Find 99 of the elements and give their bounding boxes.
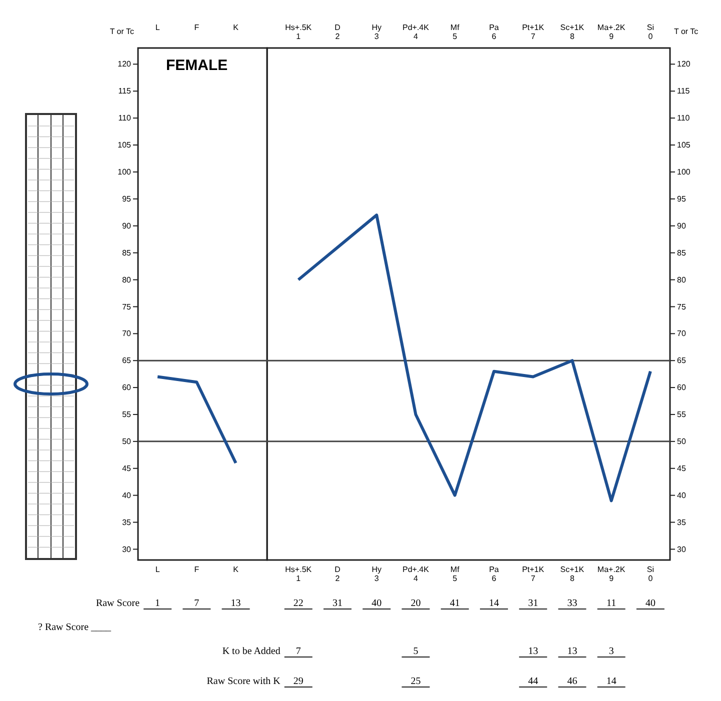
- x-tick-label: Mf 5: [450, 565, 460, 583]
- category-label: Sc+1K 8: [560, 23, 584, 41]
- text: 13: [567, 646, 578, 657]
- text: 7: [296, 646, 301, 657]
- category-label: D 2: [334, 23, 340, 41]
- x-tick-label: Pa 6: [489, 565, 500, 583]
- text: 1: [155, 598, 160, 609]
- y-tick-label: 50: [122, 436, 132, 446]
- y-axis-title: T or Tc: [110, 27, 134, 36]
- category-label: F: [194, 23, 200, 32]
- y2-tick-label: 95: [677, 194, 686, 204]
- text: 22: [293, 598, 304, 609]
- category-label: Pd+.4K 4: [402, 23, 429, 41]
- text: 11: [606, 598, 616, 609]
- text: 3: [608, 646, 614, 657]
- text: 25: [410, 676, 421, 687]
- y2-tick-label: 120: [677, 60, 691, 69]
- y-tick-label: 60: [122, 383, 132, 392]
- text: 14: [488, 598, 499, 609]
- y-tick-label: 70: [122, 329, 132, 338]
- y-tick-label: 110: [118, 114, 132, 123]
- text: 5: [452, 32, 458, 41]
- y2-axis-title: T or Tc: [674, 27, 698, 36]
- x-tick-label: Ma+.2K 9: [597, 565, 626, 583]
- category-label: Ma+.2K 9: [597, 23, 626, 41]
- text: 29: [293, 676, 304, 687]
- y2-tick-label: 55: [677, 410, 686, 420]
- annotation: FEMALE: [166, 57, 228, 74]
- y2-tick-label: 45: [677, 464, 686, 473]
- text: 31: [528, 598, 538, 609]
- category-label: L: [155, 23, 160, 32]
- text: 44: [528, 676, 538, 687]
- category-label: Hs+.5K: [285, 23, 312, 32]
- y-tick-label: 115: [118, 86, 132, 96]
- y-tick-label: 85: [122, 248, 132, 258]
- y-tick-label: 105: [118, 140, 132, 150]
- text: 31: [332, 598, 342, 609]
- y2-tick-label: 80: [677, 275, 686, 284]
- category-label: Mf: [450, 23, 460, 32]
- y-tick-label: 80: [122, 275, 132, 284]
- y-tick-label: 40: [122, 490, 132, 500]
- y2-tick-label: 105: [677, 140, 691, 150]
- x-tick-label: Sc+1K 8: [560, 565, 585, 583]
- y-tick-label: 45: [122, 464, 132, 473]
- text: 41: [450, 598, 460, 609]
- text: 20: [410, 598, 421, 609]
- y2-tick-label: 65: [677, 356, 686, 366]
- y2-tick-label: 60: [677, 383, 686, 392]
- text: 33: [567, 598, 578, 609]
- text: 40: [645, 598, 656, 609]
- category-label: Si 0: [646, 23, 654, 41]
- y2-tick-label: 35: [677, 518, 686, 527]
- text: 1: [296, 32, 302, 41]
- y-tick-label: 100: [118, 168, 132, 177]
- text: 5: [413, 646, 418, 657]
- x-tick-label: Hs+.5K 1: [285, 565, 312, 583]
- text: Raw Score: [96, 598, 140, 609]
- y2-tick-label: 100: [677, 168, 691, 177]
- text: Raw Score with K: [206, 676, 282, 687]
- text: 14: [606, 676, 616, 687]
- x-tick-label: Pt+1K 7: [522, 565, 545, 583]
- text: 46: [567, 676, 578, 687]
- text: ? Raw Score ____: [38, 622, 112, 633]
- y2-tick-label: 40: [677, 490, 686, 500]
- y-tick-label: 120: [118, 60, 132, 69]
- y2-tick-label: 110: [677, 114, 690, 123]
- x-tick-label: L: [155, 565, 160, 574]
- category-label: Hy: [372, 23, 382, 32]
- y2-tick-label: 90: [677, 221, 686, 230]
- category-label: Pa 6: [489, 23, 499, 41]
- y-tick-label: 95: [122, 194, 132, 204]
- y-tick-label: 65: [122, 356, 132, 366]
- y-tick-label: 75: [122, 302, 132, 312]
- x-tick-label: Pd+.4K 4: [402, 565, 430, 583]
- x-tick-label: K: [233, 565, 240, 574]
- category-label: Pt+1K: [522, 23, 544, 32]
- y2-tick-label: 115: [677, 86, 690, 96]
- y-tick-label: 55: [122, 410, 132, 420]
- x-tick-label: D 2: [334, 565, 341, 583]
- y-tick-label: 35: [122, 518, 132, 527]
- text: 40: [372, 598, 382, 609]
- y-tick-label: 30: [122, 544, 132, 554]
- y2-tick-label: 70: [677, 329, 686, 338]
- category-label: K: [233, 23, 238, 32]
- y2-tick-label: 30: [677, 544, 686, 554]
- y2-tick-label: 50: [677, 436, 686, 446]
- x-tick-label: F: [194, 565, 200, 574]
- text: 3: [374, 32, 380, 41]
- text: 13: [528, 646, 538, 657]
- x-tick-label: Si 0: [646, 565, 654, 583]
- text: 7: [530, 32, 536, 41]
- text: 13: [230, 598, 241, 609]
- y2-tick-label: 85: [677, 248, 686, 258]
- x-tick-label: Hy 3: [372, 565, 382, 583]
- y-tick-label: 90: [122, 221, 132, 230]
- text: K to be Added: [222, 646, 280, 657]
- y2-tick-label: 75: [677, 302, 686, 312]
- line-series: [296, 214, 652, 502]
- text: 7: [194, 598, 200, 609]
